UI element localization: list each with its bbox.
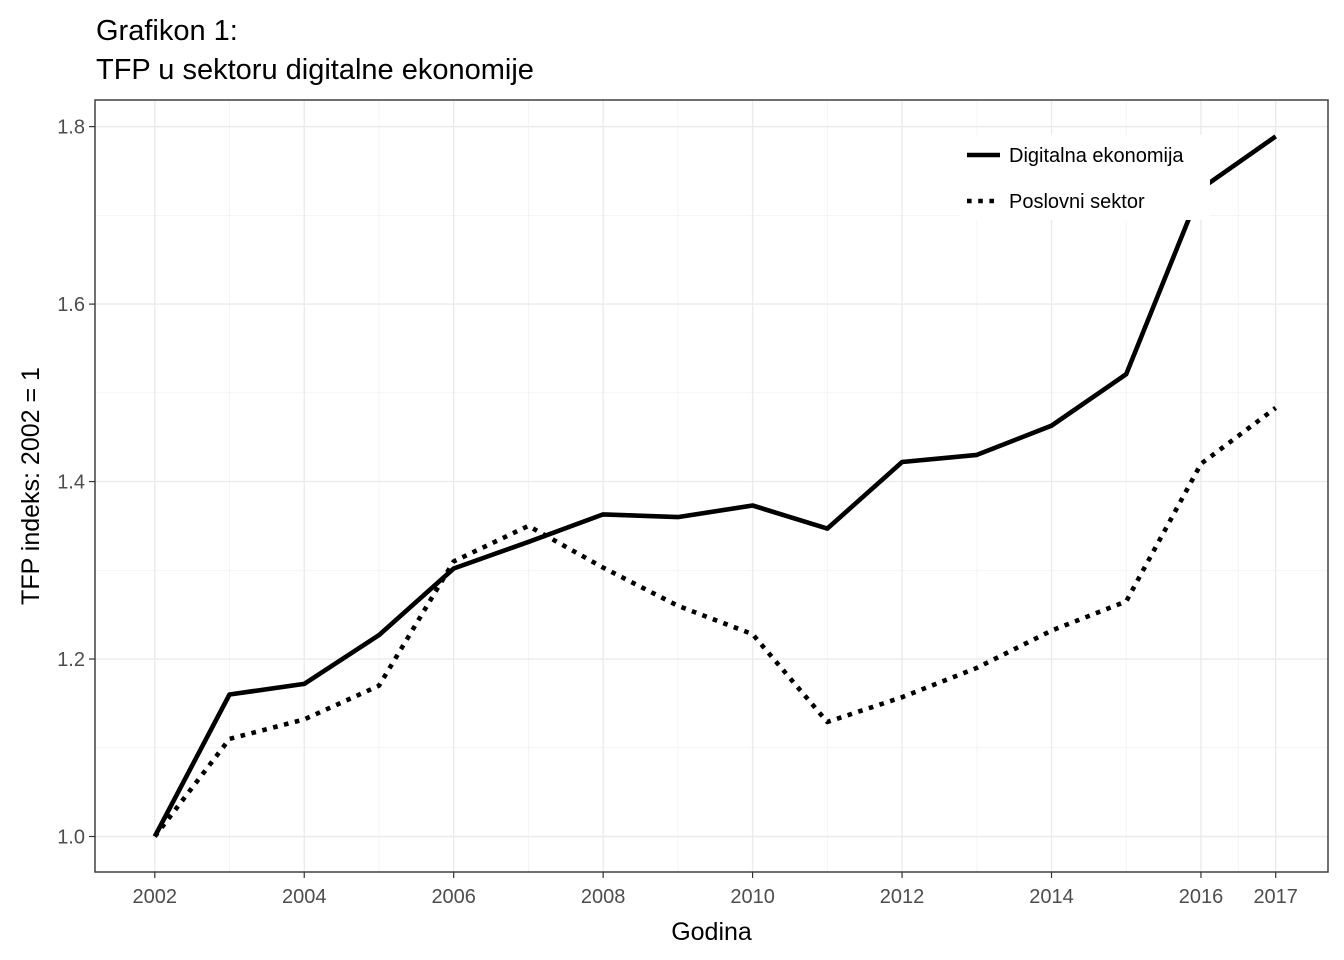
x-tick-label: 2016 [1179,886,1224,908]
legend-background [960,135,1210,220]
series-line-poslovni-sektor [152,406,1278,838]
y-tick-label: 1.4 [57,472,85,494]
y-axis-ticks: 1.0 1.2 1.4 1.6 1.8 [57,117,95,849]
x-tick-label: 2002 [133,886,178,908]
y-tick-label: 1.2 [57,649,85,671]
minor-gridlines [95,100,1328,872]
x-tick-label: 2017 [1253,886,1298,908]
legend: Digitalna ekonomija Poslovni sektor [960,135,1210,220]
chart-title-line2: TFP u sektoru digitalne ekonomije [96,54,534,86]
x-tick-label: 2010 [730,886,775,908]
y-tick-label: 1.6 [57,294,85,316]
x-axis-title: Godina [671,918,752,946]
major-gridlines [95,100,1328,872]
y-axis-title: TFP indeks: 2002 = 1 [17,367,45,605]
x-tick-label: 2006 [431,886,476,908]
x-tick-label: 2004 [282,886,327,908]
y-tick-label: 1.0 [57,827,85,849]
legend-label-poslovni: Poslovni sektor [1009,191,1145,213]
legend-label-digitalna: Digitalna ekonomija [1009,145,1184,167]
series-line-digitalna-ekonomija [152,134,1278,838]
x-tick-label: 2008 [581,886,626,908]
x-tick-label: 2014 [1029,886,1074,908]
series-layer [152,134,1278,838]
x-tick-label: 2012 [880,886,925,908]
y-tick-label: 1.8 [57,117,85,139]
x-axis-ticks: 2002 2004 2006 2008 2010 2012 2014 2016 2017 [133,872,1298,908]
plot-panel-border [94,99,1329,873]
chart-title-line1: Grafikon 1: [96,15,238,47]
